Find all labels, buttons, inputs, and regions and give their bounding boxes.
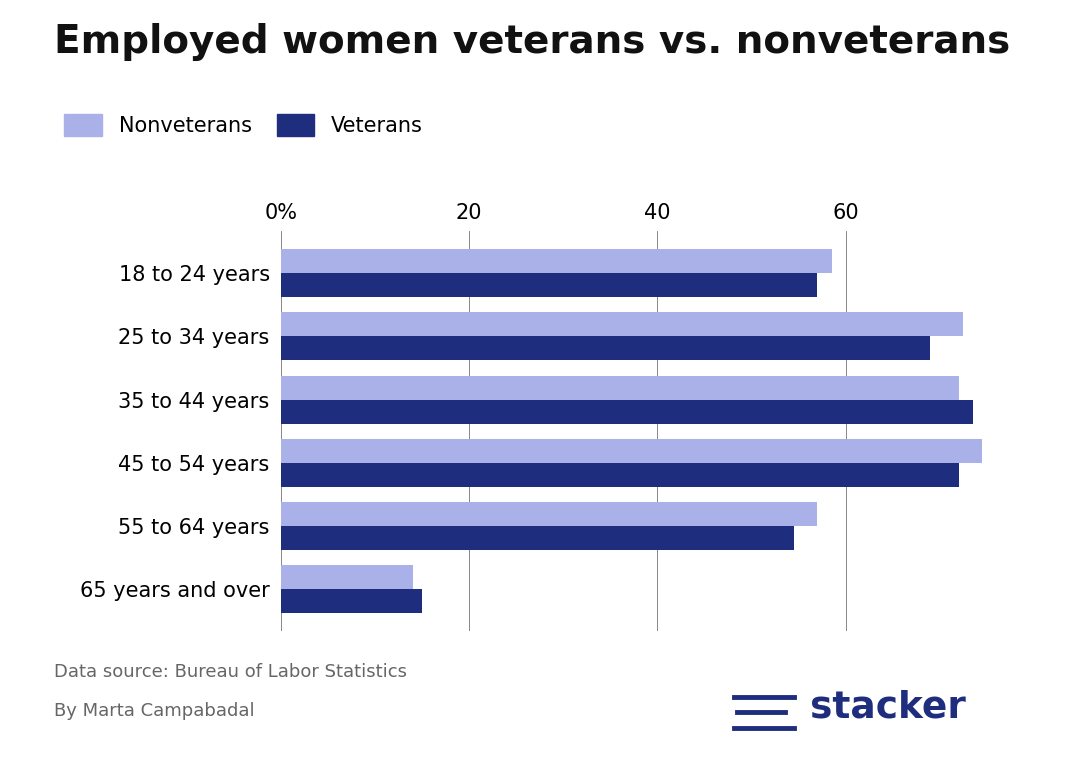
Bar bbox=[281, 249, 832, 273]
Text: Data source: Bureau of Labor Statistics: Data source: Bureau of Labor Statistics bbox=[54, 664, 407, 681]
Bar bbox=[281, 526, 794, 550]
Text: stacker: stacker bbox=[810, 689, 966, 725]
Text: By Marta Campabadal: By Marta Campabadal bbox=[54, 702, 255, 720]
Bar bbox=[281, 336, 931, 360]
Bar bbox=[281, 502, 818, 526]
Bar bbox=[281, 439, 982, 463]
Legend: Nonveterans, Veterans: Nonveterans, Veterans bbox=[65, 115, 422, 136]
Bar bbox=[281, 565, 413, 589]
Bar bbox=[281, 589, 422, 613]
Text: Employed women veterans vs. nonveterans: Employed women veterans vs. nonveterans bbox=[54, 23, 1010, 61]
Bar bbox=[281, 400, 973, 424]
Bar bbox=[281, 463, 959, 487]
Bar bbox=[281, 273, 818, 297]
Bar bbox=[281, 376, 959, 400]
Bar bbox=[281, 313, 963, 336]
